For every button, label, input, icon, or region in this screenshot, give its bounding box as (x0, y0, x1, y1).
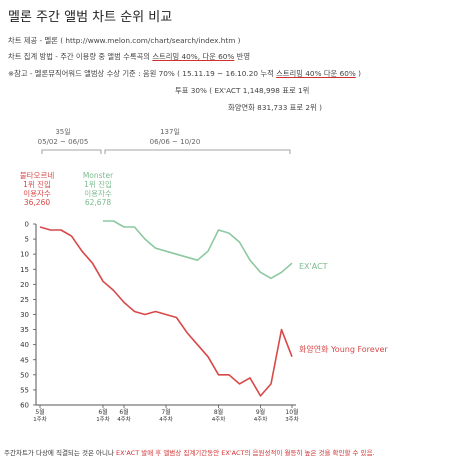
method-prefix: 차트 집계 방법 - 주간 이용량 중 앨범 수록곡의 (8, 52, 153, 61)
album2-users-label: 이용자수 (84, 189, 112, 198)
period1-weeks: 35일 (55, 128, 71, 136)
x-tick-month: 10월 (285, 408, 298, 416)
y-tick-label: 10 (20, 251, 29, 259)
exact-series-label: EX'ACT (299, 262, 328, 271)
y-tick-label: 50 (20, 371, 29, 379)
album1-users-label: 이용자수 (23, 189, 51, 198)
period1-range: 05/02 ~ 06/05 (37, 138, 89, 146)
chart-source-line: 차트 제공 - 멜론 ( http://www.melon.com/chart/… (8, 36, 241, 46)
method-line: 차트 집계 방법 - 주간 이용량 중 앨범 수록곡의 스트리밍 40%, 다운… (8, 52, 250, 62)
x-tick-week: 3주차 (285, 415, 299, 423)
y-axis: 0 5 10 15 20 25 30 35 40 45 50 55 60 (20, 221, 36, 410)
vote-line-2: 화양연화 831,733 표로 2위 ) (228, 103, 322, 112)
period2-range: 06/06 ~ 10/20 (149, 138, 201, 146)
young-forever-series-label: 화양연화 Young Forever (299, 345, 388, 354)
period2-bracket (104, 149, 291, 154)
method-underlined: 스트리밍 40%, 다운 60% (152, 52, 235, 61)
source-url: ( http://www.melon.com/chart/search/inde… (60, 36, 241, 45)
note-underlined: 스트리밍 40% 다운 60% (276, 69, 356, 78)
x-tick-month: 6월 (98, 408, 107, 416)
y-tick-label: 45 (20, 356, 29, 364)
x-tick-week: 4주차 (159, 415, 173, 423)
album2-annotation: Monster 1위 진입 이용자수 62,678 (74, 171, 122, 207)
note-prefix: ※참고 - 멜론뮤직어워드 앨범상 수상 기준 : 음원 70% ( 15.11… (8, 69, 277, 78)
y-tick-label: 25 (20, 296, 29, 304)
y-tick-label: 60 (20, 402, 29, 410)
y-tick-label: 30 (20, 311, 29, 319)
album2-name: Monster (82, 171, 114, 180)
y-tick-label: 20 (20, 281, 29, 289)
album1-annotation: 불타오르네 1위 진입 이용자수 36,260 (12, 171, 62, 207)
y-tick-label: 35 (20, 326, 29, 334)
y-tick-label: 15 (20, 266, 29, 274)
vote-line: 투표 30% ( EX'ACT 1,148,998 표로 1위 (175, 86, 310, 95)
note-line: ※참고 - 멜론뮤직어워드 앨범상 수상 기준 : 음원 70% ( 15.11… (8, 69, 361, 79)
footer-highlight: EX'ACT 발매 후 앨범상 집계기간동안 EX'ACT의 음원성적이 월등히… (116, 449, 375, 457)
x-tick-month: 7월 (161, 408, 170, 416)
y-tick-label: 40 (20, 341, 29, 349)
period-brackets (41, 149, 291, 154)
note-suffix: ) (355, 69, 361, 78)
album2-users: 62,678 (84, 198, 112, 207)
y-tick-label: 0 (25, 221, 29, 229)
x-tick-month: 5월 (35, 408, 44, 416)
x-tick-month: 6월 (119, 408, 128, 416)
period1-bracket (41, 149, 102, 154)
series-labels: 화양연화 Young Forever EX'ACT (299, 262, 388, 354)
album1-rank: 1위 진입 (23, 180, 51, 189)
album2-rank: 1위 진입 (84, 180, 112, 189)
series-lines (39, 220, 293, 397)
x-tick-week: 4주차 (254, 415, 268, 423)
exact-line (103, 220, 293, 280)
y-tick-label: 5 (25, 236, 29, 244)
album1-name: 불타오르네 (19, 171, 55, 180)
y-tick-label: 55 (20, 386, 29, 394)
x-tick-week: 4주차 (117, 415, 131, 423)
source-label: 차트 제공 - 멜론 (8, 36, 58, 45)
x-tick-week: 1주차 (33, 415, 47, 423)
footer-note: 주간차트가 다상에 직결되는 것은 아니나 EX'ACT 발매 후 앨범상 집계… (4, 447, 375, 457)
album1-users: 36,260 (23, 198, 51, 207)
x-tick-month: 8월 (214, 408, 223, 416)
page-title: 멜론 주간 앨범 차트 순위 비교 (8, 10, 173, 25)
footer-prefix: 주간차트가 다상에 직결되는 것은 아니나 (4, 449, 116, 457)
x-tick-week: 1주차 (96, 415, 110, 423)
x-tick-month: 9월 (256, 408, 265, 416)
x-tick-week: 4주차 (212, 415, 226, 423)
young-forever-line (39, 226, 293, 397)
period2-weeks: 137일 (160, 128, 180, 136)
method-suffix: 반영 (234, 52, 251, 61)
